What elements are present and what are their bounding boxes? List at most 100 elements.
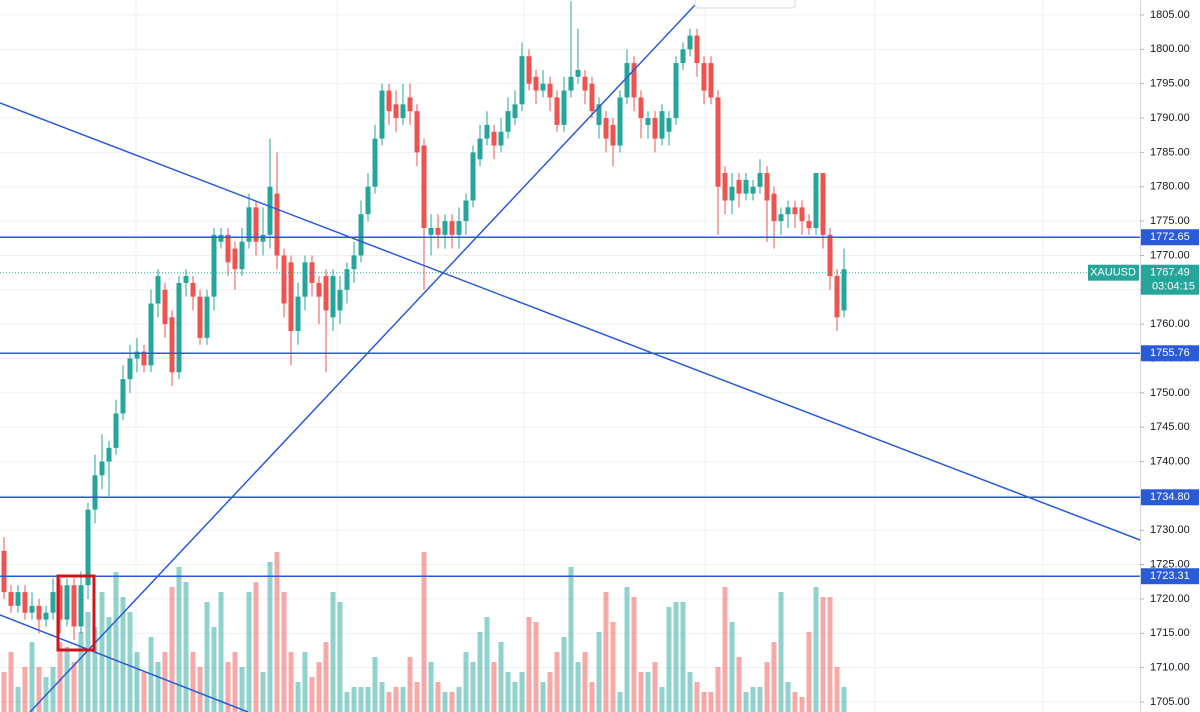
candle-body bbox=[568, 76, 574, 91]
candle-body bbox=[78, 585, 84, 627]
candle-body bbox=[456, 221, 462, 235]
volume-bar bbox=[323, 642, 329, 712]
volume-bar bbox=[211, 627, 217, 712]
volume-bar bbox=[421, 552, 427, 712]
candle-body bbox=[344, 269, 350, 290]
candle-body bbox=[204, 296, 210, 338]
candle-body bbox=[589, 83, 595, 112]
candle-body bbox=[288, 262, 294, 332]
candle-body bbox=[295, 296, 301, 332]
candle-body bbox=[274, 193, 280, 256]
candle-body bbox=[99, 461, 105, 476]
candle-body bbox=[638, 97, 644, 119]
volume-bar bbox=[365, 687, 371, 712]
level-label: 1772.65 bbox=[1150, 231, 1190, 243]
candle-body bbox=[526, 56, 532, 84]
volume-bar bbox=[568, 567, 574, 712]
volume-bar bbox=[715, 667, 721, 712]
candle-body bbox=[470, 152, 476, 201]
candles bbox=[1, 1, 847, 641]
volume-bar bbox=[169, 587, 175, 712]
candle-body bbox=[792, 207, 798, 215]
volume-bar bbox=[99, 592, 105, 712]
candle-body bbox=[414, 111, 420, 153]
vertical-grid bbox=[135, 0, 1044, 712]
volume-bar bbox=[575, 662, 581, 712]
volume-bar bbox=[64, 647, 70, 712]
volume-bar bbox=[393, 687, 399, 712]
candle-body bbox=[316, 282, 322, 297]
last-price-bg bbox=[1141, 264, 1199, 295]
symbol-bg bbox=[1088, 264, 1139, 281]
y-tick-label: 1750.00 bbox=[1150, 387, 1190, 399]
volume-bar bbox=[435, 682, 441, 712]
candle-body bbox=[491, 131, 497, 146]
candle-body bbox=[197, 296, 203, 338]
candle-body bbox=[106, 447, 112, 462]
candle-body bbox=[687, 35, 693, 50]
volume-bar bbox=[484, 617, 490, 712]
volume-bar bbox=[463, 652, 469, 712]
volume-bar bbox=[771, 642, 777, 712]
countdown: 03:04:15 bbox=[1152, 281, 1195, 293]
candle-body bbox=[834, 276, 840, 318]
volume-bar bbox=[540, 682, 546, 712]
candle-body bbox=[71, 585, 77, 627]
candle-body bbox=[736, 179, 742, 194]
candle-body bbox=[582, 76, 588, 91]
volume-bar bbox=[610, 622, 616, 712]
y-tick-label: 1760.00 bbox=[1150, 318, 1190, 330]
level-label-bg bbox=[1141, 229, 1199, 246]
candle-body bbox=[36, 605, 42, 620]
volume-bar bbox=[85, 612, 91, 712]
volume-bar bbox=[512, 682, 518, 712]
volume-bars bbox=[1, 552, 847, 712]
y-tick-label: 1720.00 bbox=[1150, 593, 1190, 605]
candle-body bbox=[575, 69, 581, 77]
y-tick-label: 1730.00 bbox=[1150, 524, 1190, 536]
volume-bar bbox=[232, 652, 238, 712]
volume-bar bbox=[827, 597, 833, 712]
candle-body bbox=[155, 276, 161, 304]
y-tick-label: 1800.00 bbox=[1150, 43, 1190, 55]
volume-bar bbox=[687, 672, 693, 712]
candle-body bbox=[603, 118, 609, 139]
candle-body bbox=[477, 138, 483, 160]
volume-bar bbox=[134, 652, 140, 712]
y-tick-label: 1790.00 bbox=[1150, 112, 1190, 124]
candle-body bbox=[449, 221, 455, 235]
volume-bar bbox=[379, 682, 385, 712]
volume-bar bbox=[666, 607, 672, 712]
volume-bar bbox=[764, 662, 770, 712]
y-tick-label: 1725.00 bbox=[1150, 559, 1190, 571]
candle-body bbox=[778, 214, 784, 222]
trend-line bbox=[0, 102, 1141, 541]
volume-bar bbox=[834, 667, 840, 712]
volume-bar bbox=[533, 622, 539, 712]
volume-bar bbox=[344, 692, 350, 712]
volume-bar bbox=[295, 682, 301, 712]
volume-bar bbox=[596, 632, 602, 712]
candle-body bbox=[652, 118, 658, 139]
candle-body bbox=[421, 145, 427, 228]
volume-bar bbox=[638, 672, 644, 712]
volume-bar bbox=[792, 692, 798, 712]
candle-body bbox=[148, 303, 154, 366]
candle-body bbox=[750, 186, 756, 194]
candle-body bbox=[673, 63, 679, 119]
volume-bar bbox=[589, 682, 595, 712]
volume-bar bbox=[498, 642, 504, 712]
candle-body bbox=[813, 173, 819, 228]
candle-body bbox=[386, 90, 392, 112]
volume-bar bbox=[414, 682, 420, 712]
candle-body bbox=[708, 63, 714, 98]
volume-bar bbox=[15, 687, 21, 712]
volume-bar bbox=[519, 672, 525, 712]
volume-bar bbox=[267, 562, 273, 712]
volume-bar bbox=[652, 662, 658, 712]
trend-lines bbox=[0, 4, 1141, 712]
candle-body bbox=[757, 173, 763, 187]
candle-body bbox=[281, 255, 287, 304]
candle-body bbox=[519, 56, 525, 105]
